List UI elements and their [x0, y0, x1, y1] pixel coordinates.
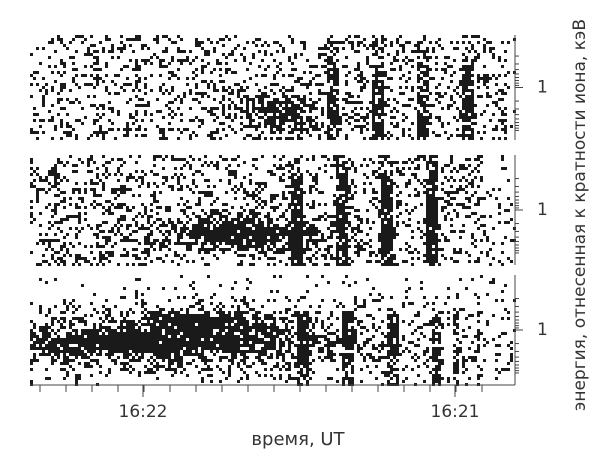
y-tick-label: 1 — [537, 320, 548, 340]
spectrogram-texture — [30, 155, 516, 266]
y-axis-label: энергия, отнесенная к кратности иона, кэ… — [570, 19, 590, 411]
x-tick-label: 16:21 — [431, 402, 480, 422]
spectrogram-texture — [30, 35, 516, 140]
x-tick-label: 16:22 — [119, 402, 168, 422]
texture-layer — [30, 35, 516, 386]
y-tick-label: 1 — [537, 78, 548, 98]
spectrogram-texture — [30, 275, 516, 386]
x-axis-label: время, UT — [251, 429, 345, 450]
y-tick-label: 1 — [537, 200, 548, 220]
